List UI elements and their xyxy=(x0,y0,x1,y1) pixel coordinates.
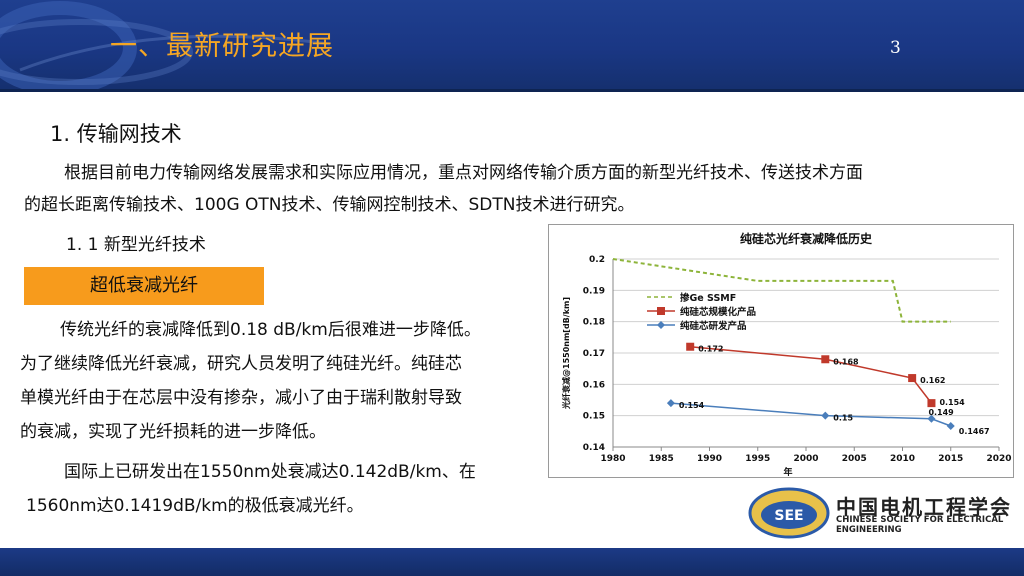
chart-canvas: 纯硅芯光纤衰减降低历史 0.14 0.15 0.16 0.17 0.18 0.19 0.2 19… xyxy=(561,231,1012,478)
data-point xyxy=(927,414,936,423)
intro-line-1: 根据目前电力传输网络发展需求和实际应用情况，重点对网络传输介质方面的新型光纤技术… xyxy=(64,163,863,183)
y-axis-label: 光纤衰减@1550nm[dB/km] xyxy=(561,297,571,410)
data-point xyxy=(666,399,675,408)
x-tick-label: 1990 xyxy=(697,454,722,464)
attenuation-chart: 纯硅芯光纤衰减降低历史 0.14 0.15 0.16 0.17 0.18 0.19 0.2 19… xyxy=(548,224,1014,478)
see-logo-icon: SEE xyxy=(748,487,830,539)
x-tick-label: 1985 xyxy=(649,454,674,464)
footer-bar xyxy=(0,548,1024,576)
body-line-3: 单模光纤由于在芯层中没有掺杂，减小了由于瑞利散射导致 xyxy=(20,388,462,408)
data-label: 0.15 xyxy=(833,414,853,423)
subsection-title: 1. 1 新型光纤技术 xyxy=(66,235,206,255)
y-tick-label: 0.14 xyxy=(583,443,605,453)
chart-title: 纯硅芯光纤衰减降低历史 xyxy=(740,231,873,246)
header-bar: 一、最新研究进展 3 xyxy=(0,0,1024,92)
header-watermark-logo xyxy=(0,1,331,89)
section-title: 1. 传输网技术 xyxy=(50,122,182,146)
data-point xyxy=(821,411,830,420)
intro-line-2: 的超长距离传输技术、100G OTN技术、传输网控制技术、SDTN技术进行研究。 xyxy=(24,195,635,215)
body-paragraph: 传统光纤的衰减降低到0.18 dB/km后很难进一步降低。 为了继续降低光纤衰减… xyxy=(20,313,532,523)
data-point xyxy=(821,355,830,364)
data-point xyxy=(686,342,695,351)
legend-label: 纯硅芯研发产品 xyxy=(680,320,747,332)
legend-marker xyxy=(657,321,665,329)
org-name-en: CHINESE SOCIETY FOR ELECTRICAL ENGINEERI… xyxy=(836,515,1004,535)
x-tick-label: 2000 xyxy=(793,454,818,464)
data-point xyxy=(927,399,936,408)
series-line xyxy=(612,258,951,323)
page-number: 3 xyxy=(890,38,901,58)
body-line-2: 为了继续降低光纤衰减，研究人员发明了纯硅光纤。纯硅芯 xyxy=(20,354,462,374)
legend-label: 纯硅芯规模化产品 xyxy=(680,306,756,318)
data-label: 0.162 xyxy=(920,376,945,385)
x-tick-label: 2020 xyxy=(986,454,1011,464)
x-tick-label: 2005 xyxy=(842,454,867,464)
data-label: 0.154 xyxy=(939,398,965,407)
legend-marker xyxy=(657,307,665,315)
series-line xyxy=(690,345,933,404)
x-tick-label: 1995 xyxy=(745,454,770,464)
series-line xyxy=(670,402,952,427)
data-label: 0.172 xyxy=(698,345,723,354)
y-tick-label: 0.2 xyxy=(589,255,605,265)
data-label: 0.168 xyxy=(833,357,859,366)
data-label: 0.154 xyxy=(679,401,705,410)
x-tick-label: 2015 xyxy=(938,454,963,464)
topic-tag: 超低衰减光纤 xyxy=(24,267,264,305)
slide-title: 一、最新研究进展 xyxy=(110,31,334,62)
y-tick-label: 0.15 xyxy=(583,412,605,422)
x-tick-label: 2010 xyxy=(890,454,915,464)
body-line-6: 1560nm达0.1419dB/km的极低衰减光纤。 xyxy=(26,496,364,516)
intro-paragraph: 根据目前电力传输网络发展需求和实际应用情况，重点对网络传输介质方面的新型光纤技术… xyxy=(24,157,984,221)
data-label: 0.149 xyxy=(928,408,954,417)
y-tick-label: 0.16 xyxy=(583,380,605,390)
legend-label: 掺Ge SSMF xyxy=(680,292,736,304)
logo-abbr: SEE xyxy=(774,508,803,524)
y-tick-label: 0.17 xyxy=(583,349,605,359)
x-tick-label: 1980 xyxy=(600,454,625,464)
data-point xyxy=(908,374,917,383)
body-line-4: 的衰减，实现了光纤损耗的进一步降低。 xyxy=(20,422,326,442)
body-line-5: 国际上已研发出在1550nm处衰减达0.142dB/km、在 xyxy=(64,462,476,482)
body-line-1: 传统光纤的衰减降低到0.18 dB/km后很难进一步降低。 xyxy=(60,320,481,340)
y-tick-label: 0.19 xyxy=(583,286,605,296)
x-axis-label: 年 xyxy=(783,466,792,478)
data-point xyxy=(946,422,955,431)
y-tick-label: 0.18 xyxy=(583,318,605,328)
org-name-cn: 中国电机工程学会 xyxy=(836,495,1012,519)
data-label: 0.1467 xyxy=(959,427,990,436)
